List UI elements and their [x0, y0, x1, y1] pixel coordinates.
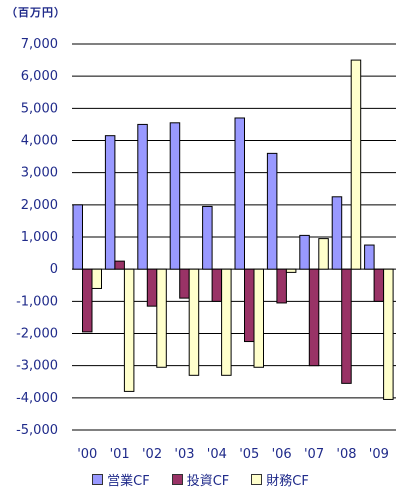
x-tick-label: '02 [142, 447, 162, 462]
legend-label: 財務CF [266, 474, 309, 489]
legend-swatch [251, 474, 263, 485]
bar-1-01 [104, 135, 116, 270]
bar-1-04 [202, 205, 213, 270]
y-tick-label: 5,000 [21, 101, 58, 116]
legend-item: 営業CF [92, 470, 150, 489]
x-tick-label: '09 [369, 447, 389, 462]
legend-label: 営業CF [107, 474, 150, 489]
bar-1-05 [234, 117, 245, 270]
x-tick-label: '05 [239, 447, 259, 462]
x-tick-label: '06 [272, 447, 292, 462]
x-tick-label: '03 [174, 447, 194, 462]
y-tick-label: 7,000 [21, 37, 58, 52]
bar-2-06 [276, 268, 287, 304]
bar-2-07 [308, 268, 320, 367]
bar-2-03 [179, 268, 190, 299]
bar-3-00 [91, 268, 102, 289]
y-tick-label: 6,000 [21, 69, 58, 84]
bar-2-00 [82, 268, 93, 333]
bar-3-05 [253, 268, 264, 368]
y-tick-label: 1,000 [21, 230, 58, 245]
bar-3-08 [350, 59, 362, 270]
bar-1-03 [169, 122, 181, 270]
legend-item: 投資CF [171, 470, 230, 489]
y-tick-label: -2,000 [16, 327, 58, 342]
legend-item: 財務CF [251, 470, 309, 489]
legend-swatch [92, 474, 104, 485]
bar-3-02 [156, 268, 167, 368]
y-tick-label: 0 [50, 262, 58, 277]
legend-swatch [171, 474, 183, 485]
bar-2-09 [373, 268, 385, 302]
bar-2-04 [211, 268, 223, 302]
bar-3-01 [123, 268, 135, 392]
bar-1-02 [137, 123, 148, 270]
bar-1-06 [266, 152, 278, 270]
bar-2-01 [114, 260, 125, 270]
x-tick-label: '01 [110, 447, 130, 462]
x-tick-label: '00 [77, 447, 97, 462]
bar-3-04 [221, 268, 232, 376]
x-tick-label: '07 [304, 447, 324, 462]
bar-3-07 [318, 238, 329, 270]
chart-legend: 営業CF 投資CF 財務CF [0, 470, 401, 489]
y-tick-label: -1,000 [16, 294, 58, 309]
y-tick-label: -5,000 [16, 423, 58, 438]
bar-1-07 [299, 234, 310, 270]
y-tick-label: -4,000 [16, 391, 58, 406]
bar-2-08 [341, 268, 352, 384]
bar-3-06 [285, 268, 297, 273]
unit-label: （百万円） [6, 6, 66, 19]
bar-3-03 [188, 268, 200, 376]
legend-label: 投資CF [186, 474, 230, 489]
bar-1-08 [331, 196, 343, 270]
bar-2-05 [244, 268, 255, 343]
y-tick-label: 2,000 [21, 198, 58, 213]
bar-3-09 [383, 268, 394, 400]
y-tick-label: 4,000 [21, 134, 58, 149]
bar-1-09 [364, 244, 375, 270]
y-tick-label: 3,000 [21, 166, 58, 181]
x-tick-label: '04 [207, 447, 227, 462]
bar-2-02 [146, 268, 158, 307]
y-tick-label: -3,000 [16, 359, 58, 374]
bar-1-00 [72, 204, 83, 270]
x-tick-label: '08 [336, 447, 356, 462]
chart-plot: 7,000 6,000 5,000 4,000 3,000 2,000 1,000 0 -1,0… [16, 37, 396, 462]
